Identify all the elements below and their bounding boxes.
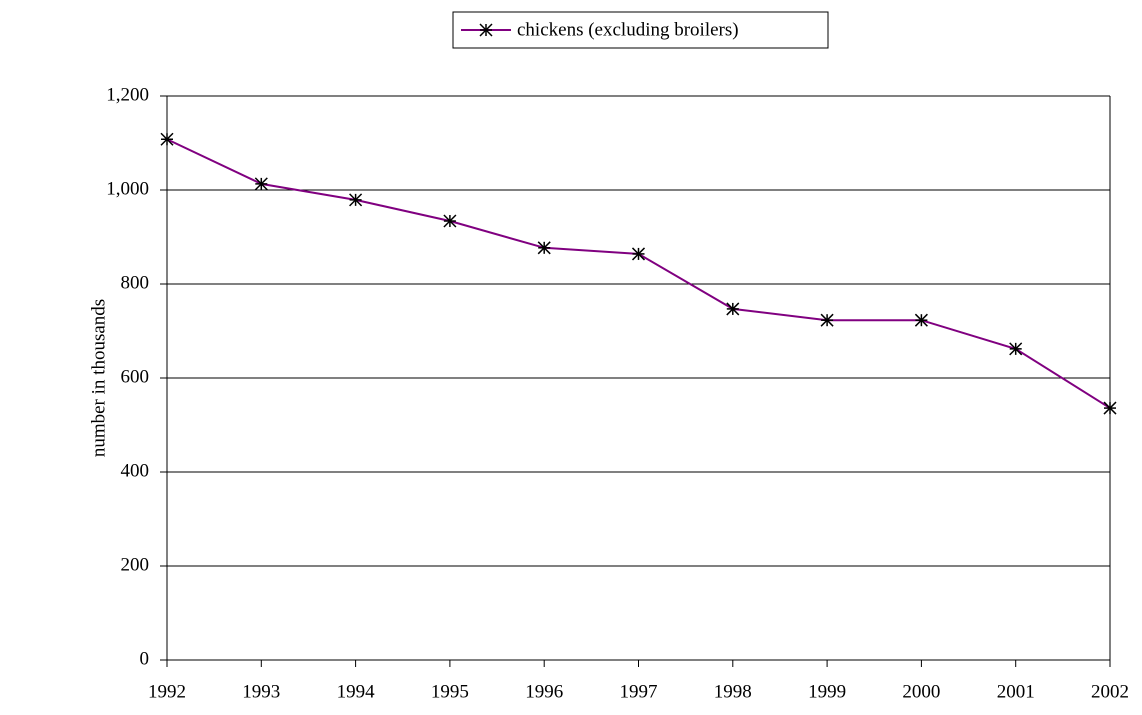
- legend-label: chickens (excluding broilers): [517, 19, 739, 40]
- point: [160, 132, 174, 146]
- line: [166, 138, 1111, 409]
- point: [820, 313, 834, 327]
- point: [443, 214, 457, 228]
- point: [254, 177, 268, 191]
- point: [1009, 342, 1023, 356]
- y-tick-label: 200: [121, 554, 150, 575]
- point: [349, 193, 363, 207]
- y-tick-label: 1,200: [106, 84, 149, 105]
- point: [914, 313, 928, 327]
- point: [631, 247, 646, 261]
- x-tick-label: 1999: [808, 681, 846, 702]
- y-axis-label: number in thousands: [88, 299, 109, 457]
- point: [1103, 401, 1117, 415]
- x-tick-label: 1998: [714, 681, 752, 702]
- x-tick-label: 1997: [620, 681, 658, 702]
- x-tick-label: 1993: [242, 681, 280, 702]
- x-tick-label: 1992: [148, 681, 186, 702]
- legend-box: [452, 11, 829, 49]
- x-tick-label: 2000: [902, 681, 940, 702]
- y-tick-label: 800: [121, 272, 150, 293]
- point: [726, 302, 740, 316]
- y-tick-label: 400: [121, 460, 150, 481]
- x-tick-label: 1996: [525, 681, 563, 702]
- x-tick-label: 2002: [1091, 681, 1129, 702]
- y-tick-label: 600: [121, 366, 150, 387]
- point: [537, 241, 551, 255]
- y-tick-label: 1,000: [106, 178, 149, 199]
- x-tick-label: 1994: [337, 681, 376, 702]
- x-tick-label: 2001: [997, 681, 1035, 702]
- legend-marker: [479, 23, 493, 37]
- x-tick-label: 1995: [431, 681, 469, 702]
- y-tick-label: 0: [140, 648, 150, 669]
